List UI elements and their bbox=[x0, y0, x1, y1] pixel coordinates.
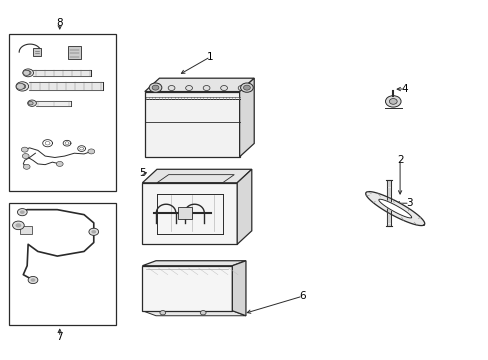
Circle shape bbox=[88, 149, 95, 154]
Circle shape bbox=[185, 86, 192, 90]
Circle shape bbox=[56, 161, 63, 166]
Circle shape bbox=[200, 311, 205, 315]
Circle shape bbox=[20, 210, 25, 214]
Text: 7: 7 bbox=[56, 332, 63, 342]
Circle shape bbox=[203, 86, 209, 90]
Polygon shape bbox=[142, 266, 232, 311]
Circle shape bbox=[19, 84, 26, 89]
Circle shape bbox=[25, 71, 31, 75]
Circle shape bbox=[23, 70, 30, 75]
Circle shape bbox=[220, 86, 227, 90]
Circle shape bbox=[152, 85, 159, 90]
Circle shape bbox=[23, 69, 33, 77]
Polygon shape bbox=[144, 91, 239, 157]
Circle shape bbox=[168, 86, 175, 90]
Circle shape bbox=[160, 311, 165, 315]
Circle shape bbox=[388, 99, 396, 104]
Polygon shape bbox=[144, 78, 254, 91]
Bar bbox=[20, 226, 31, 234]
Circle shape bbox=[16, 82, 29, 91]
Circle shape bbox=[149, 83, 162, 92]
Circle shape bbox=[28, 100, 36, 107]
Circle shape bbox=[28, 102, 33, 105]
Circle shape bbox=[89, 228, 99, 235]
Polygon shape bbox=[142, 169, 251, 183]
Text: 1: 1 bbox=[207, 52, 213, 62]
Circle shape bbox=[150, 86, 157, 90]
Circle shape bbox=[385, 96, 400, 107]
Polygon shape bbox=[365, 192, 424, 226]
Circle shape bbox=[243, 85, 250, 90]
Bar bbox=[33, 48, 41, 56]
Text: 3: 3 bbox=[406, 198, 412, 208]
Circle shape bbox=[16, 84, 24, 89]
Circle shape bbox=[21, 147, 28, 152]
Bar bbox=[67, 46, 81, 59]
Text: 6: 6 bbox=[299, 291, 305, 301]
Circle shape bbox=[23, 164, 30, 169]
Polygon shape bbox=[378, 199, 411, 218]
Bar bbox=[177, 207, 192, 219]
Text: 4: 4 bbox=[401, 84, 407, 94]
Polygon shape bbox=[142, 183, 237, 244]
Circle shape bbox=[22, 154, 29, 158]
Bar bbox=[9, 203, 116, 325]
Polygon shape bbox=[239, 78, 254, 157]
Bar bbox=[9, 33, 116, 191]
Text: 2: 2 bbox=[396, 156, 403, 165]
Circle shape bbox=[28, 276, 38, 284]
Polygon shape bbox=[232, 261, 245, 316]
Polygon shape bbox=[142, 311, 245, 316]
Text: 8: 8 bbox=[56, 18, 63, 28]
Polygon shape bbox=[142, 261, 245, 266]
Circle shape bbox=[13, 221, 24, 230]
Circle shape bbox=[30, 278, 35, 282]
Circle shape bbox=[238, 86, 244, 90]
Circle shape bbox=[240, 83, 253, 92]
Polygon shape bbox=[237, 169, 251, 244]
Circle shape bbox=[91, 230, 96, 234]
Circle shape bbox=[18, 208, 27, 216]
Circle shape bbox=[16, 223, 21, 228]
Text: 5: 5 bbox=[139, 168, 145, 178]
